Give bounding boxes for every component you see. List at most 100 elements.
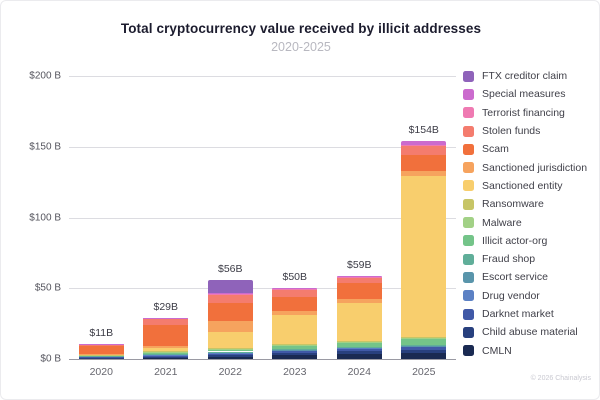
bar-segment — [78, 358, 124, 359]
bar-segment — [207, 294, 253, 296]
legend-swatch-icon — [463, 180, 474, 192]
chart-subtitle: 2020-2025 — [271, 40, 331, 54]
legend-label: Terrorist financing — [482, 106, 565, 119]
bar-segment — [401, 141, 447, 145]
legend-swatch-icon — [463, 235, 474, 247]
legend-swatch-icon — [463, 253, 474, 265]
bar-segment — [401, 338, 447, 346]
legend: FTX creditor claim Special measures Terror… — [463, 67, 587, 360]
bar-segment — [272, 345, 318, 347]
y-tick-label: $100 B — [29, 212, 61, 223]
bar-total-label: $50B — [282, 271, 308, 284]
legend-item: Stolen funds — [463, 122, 587, 140]
legend-item: Ransomware — [463, 195, 587, 213]
bar-segment — [336, 275, 382, 278]
bar-segment — [336, 299, 382, 303]
bar-segment — [336, 341, 382, 343]
bar-segment — [272, 288, 318, 290]
y-tick-label: $150 B — [29, 141, 61, 153]
bar-segment — [207, 302, 253, 322]
chart-title: Total cryptocurrency value received by i… — [120, 21, 482, 36]
legend-label: Escort service — [482, 271, 548, 284]
bar-segment — [78, 354, 124, 356]
attribution-text: © 2026 Chainalysis — [530, 375, 591, 382]
legend-item: Scam — [463, 140, 587, 158]
legend-label: Malware — [482, 216, 522, 229]
gridline — [69, 146, 456, 148]
bar-segment — [78, 356, 124, 358]
bar-segment — [207, 355, 253, 357]
bar-segment — [207, 348, 253, 350]
bar-segment — [207, 279, 253, 294]
legend-item: Special measures — [463, 85, 587, 103]
bar-segment — [401, 170, 447, 176]
legend-item: Fraud shop — [463, 250, 587, 268]
legend-label: Fraud shop — [482, 253, 536, 266]
legend-swatch-icon — [463, 271, 474, 283]
bar-segment — [143, 351, 189, 353]
legend-swatch-icon — [463, 125, 474, 137]
bar-segment — [143, 347, 189, 352]
bar-segment — [143, 357, 189, 359]
bar-segment — [143, 353, 189, 355]
legend-item: Sanctioned entity — [463, 177, 587, 195]
legend-label: Drug vendor — [482, 289, 540, 302]
bar-segment — [143, 352, 189, 354]
legend-item: CMLN — [463, 341, 587, 359]
bar-segment — [272, 288, 318, 290]
legend-label: CMLN — [482, 344, 512, 357]
bar-segment — [401, 145, 447, 156]
legend-label: Stolen funds — [482, 125, 541, 138]
bar-segment — [401, 336, 447, 338]
legend-item: Escort service — [463, 268, 587, 286]
legend-item: FTX creditor claim — [463, 67, 587, 85]
legend-swatch-icon — [463, 70, 474, 82]
bar-segment — [143, 355, 189, 358]
legend-label: FTX creditor claim — [482, 70, 568, 83]
y-tick-label: $200 B — [29, 70, 61, 82]
legend-swatch-icon — [463, 290, 474, 302]
bar-segment — [272, 344, 318, 346]
bar-segment — [143, 357, 189, 359]
legend-swatch-icon — [463, 107, 474, 119]
gridline — [69, 76, 456, 77]
legend-label: Sanctioned jurisdiction — [482, 161, 588, 174]
bar-segment — [336, 277, 382, 279]
x-tick-label: 2021 — [154, 366, 178, 378]
x-tick-label: 2024 — [347, 366, 371, 378]
legend-item: Malware — [463, 213, 587, 231]
bar-segment — [401, 353, 447, 359]
bar-segment — [207, 321, 253, 333]
bar-segment — [336, 302, 382, 342]
bar-total-label: $29B — [153, 300, 179, 313]
bar-segment — [336, 351, 382, 355]
legend-item: Sanctioned jurisdiction — [463, 158, 587, 176]
bar-segment — [143, 325, 189, 346]
y-tick-label: $50 B — [34, 282, 61, 294]
bar-segment — [401, 349, 447, 354]
bar-segment — [207, 349, 253, 352]
x-tick-label: 2023 — [283, 366, 307, 378]
legend-swatch-icon — [463, 198, 474, 210]
legend-label: Sanctioned entity — [482, 179, 563, 192]
bar-total-label: $59B — [346, 258, 372, 271]
x-tick-label: 2020 — [89, 366, 113, 378]
bar-segment — [401, 175, 447, 337]
legend-item: Terrorist financing — [463, 104, 587, 122]
bar-segment — [336, 278, 382, 284]
bar-segment — [401, 346, 447, 350]
bar-segment — [336, 342, 382, 347]
legend-item: Drug vendor — [463, 287, 587, 305]
legend-swatch-icon — [463, 308, 474, 320]
bar-segment — [336, 346, 382, 348]
bar-segment — [336, 348, 382, 352]
x-tick-label: 2022 — [218, 366, 242, 378]
bar-segment — [207, 351, 253, 353]
y-tick-label: $0 B — [40, 353, 61, 365]
legend-label: Darknet market — [482, 308, 554, 320]
bar-segment — [143, 352, 189, 354]
bar-segment — [78, 345, 124, 355]
bar-segment — [401, 155, 447, 171]
legend-label: Child abuse material — [482, 326, 578, 339]
